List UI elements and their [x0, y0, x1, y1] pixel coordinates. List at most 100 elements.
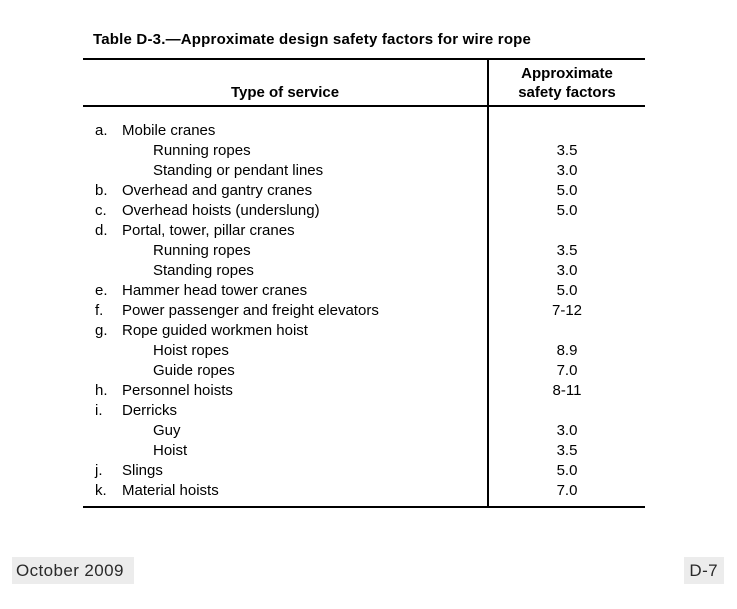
row-letter — [95, 361, 122, 381]
footer-date: October 2009 — [12, 557, 134, 584]
table-row: Hoist 3.5 — [83, 441, 645, 461]
row-label: Running ropes — [153, 142, 251, 159]
row-value: 8-11 — [552, 382, 582, 399]
row-value: 5.0 — [556, 202, 578, 219]
row-letter — [95, 421, 122, 441]
row-value: 3.0 — [556, 422, 578, 439]
service-cell: Guide ropes — [83, 361, 489, 381]
row-letter: c. — [95, 202, 107, 219]
row-label: Portal, tower, pillar cranes — [122, 222, 295, 239]
table-row: Guide ropes 7.0 — [83, 361, 645, 381]
row-value: 5.0 — [556, 462, 578, 479]
column-header-line2: safety factors — [518, 84, 616, 101]
column-divider — [487, 60, 489, 105]
row-label: Hoist — [153, 442, 188, 459]
row-value: 7.0 — [556, 482, 578, 499]
row-letter: g. — [95, 322, 108, 339]
table-row: h. Personnel hoists 8-11 — [83, 381, 645, 401]
service-cell: i. Derricks — [83, 401, 489, 421]
row-value: 7-12 — [551, 302, 583, 319]
row-letter: j. — [95, 462, 103, 479]
service-cell: k. Material hoists — [83, 481, 489, 501]
row-label: Standing ropes — [153, 262, 254, 279]
table-row: d. Portal, tower, pillar cranes — [83, 221, 645, 241]
row-value — [489, 221, 645, 241]
service-cell: Hoist — [83, 441, 489, 461]
table-row: b. Overhead and gantry cranes 5.0 — [83, 181, 645, 201]
row-value — [489, 401, 645, 421]
safety-factors-table: Type of service Approximate safety facto… — [83, 58, 645, 508]
service-cell: e. Hammer head tower cranes — [83, 281, 489, 301]
row-value: 3.5 — [556, 442, 578, 459]
row-letter: k. — [95, 482, 107, 499]
table-row: Guy 3.0 — [83, 421, 645, 441]
row-label: Slings — [122, 462, 163, 479]
row-label: Rope guided workmen hoist — [122, 322, 308, 339]
row-letter — [95, 241, 122, 261]
row-label: Derricks — [122, 402, 177, 419]
table-row: Hoist ropes 8.9 — [83, 341, 645, 361]
table-caption: Table D-3.—Approximate design safety fac… — [93, 31, 532, 48]
table-row: Running ropes 3.5 — [83, 141, 645, 161]
table-row: Standing or pendant lines 3.0 — [83, 161, 645, 181]
table-row: k. Material hoists 7.0 — [83, 481, 645, 501]
service-cell: b. Overhead and gantry cranes — [83, 181, 489, 201]
column-header-type-of-service: Type of service — [230, 84, 340, 101]
table-row: e. Hammer head tower cranes 5.0 — [83, 281, 645, 301]
row-letter: a. — [95, 122, 108, 139]
service-cell: h. Personnel hoists — [83, 381, 489, 401]
service-cell: Standing or pendant lines — [83, 161, 489, 181]
row-label: Guy — [153, 422, 181, 439]
service-cell: j. Slings — [83, 461, 489, 481]
row-letter — [95, 341, 122, 361]
table-row: f. Power passenger and freight elevators… — [83, 301, 645, 321]
table-header-row: Type of service Approximate safety facto… — [83, 58, 645, 107]
row-value: 3.5 — [556, 242, 578, 259]
row-letter: i. — [95, 402, 103, 419]
row-letter: b. — [95, 182, 108, 199]
service-cell: g. Rope guided workmen hoist — [83, 321, 489, 341]
row-label: Standing or pendant lines — [153, 162, 324, 179]
row-letter — [95, 161, 122, 181]
row-value: 3.0 — [556, 162, 578, 179]
service-cell: f. Power passenger and freight elevators — [83, 301, 489, 321]
footer-page-number: D-7 — [684, 557, 724, 584]
table-row: a. Mobile cranes — [83, 121, 645, 141]
table-row: g. Rope guided workmen hoist — [83, 321, 645, 341]
row-value — [489, 321, 645, 341]
service-cell: Guy — [83, 421, 489, 441]
row-value: 5.0 — [556, 182, 578, 199]
row-label: Overhead hoists (underslung) — [122, 202, 320, 219]
table-row: j. Slings 5.0 — [83, 461, 645, 481]
row-value — [489, 121, 645, 141]
row-label: Hoist ropes — [153, 342, 229, 359]
column-divider — [487, 107, 489, 506]
service-cell: Standing ropes — [83, 261, 489, 281]
table-row: i. Derricks — [83, 401, 645, 421]
row-letter: e. — [95, 282, 108, 299]
row-label: Personnel hoists — [122, 382, 233, 399]
service-cell: d. Portal, tower, pillar cranes — [83, 221, 489, 241]
row-letter: d. — [95, 222, 108, 239]
row-value: 5.0 — [556, 282, 578, 299]
row-letter — [95, 141, 122, 161]
column-header-approximate-safety-factors: Approximate safety factors — [489, 60, 645, 105]
row-letter — [95, 441, 122, 461]
row-label: Hammer head tower cranes — [122, 282, 308, 299]
table-row: c. Overhead hoists (underslung) 5.0 — [83, 201, 645, 221]
service-cell: a. Mobile cranes — [83, 121, 489, 141]
row-label: Overhead and gantry cranes — [122, 182, 313, 199]
row-label: Guide ropes — [153, 362, 235, 379]
service-cell: Running ropes — [83, 241, 489, 261]
service-cell: Running ropes — [83, 141, 489, 161]
row-label: Mobile cranes — [122, 122, 216, 139]
row-letter: h. — [95, 382, 108, 399]
row-value: 3.5 — [556, 142, 578, 159]
row-label: Power passenger and freight elevators — [122, 302, 379, 319]
row-value: 8.9 — [556, 342, 578, 359]
table-row: Standing ropes 3.0 — [83, 261, 645, 281]
row-letter: f. — [95, 302, 104, 319]
service-cell: c. Overhead hoists (underslung) — [83, 201, 489, 221]
column-header-line1: Approximate — [521, 65, 613, 82]
